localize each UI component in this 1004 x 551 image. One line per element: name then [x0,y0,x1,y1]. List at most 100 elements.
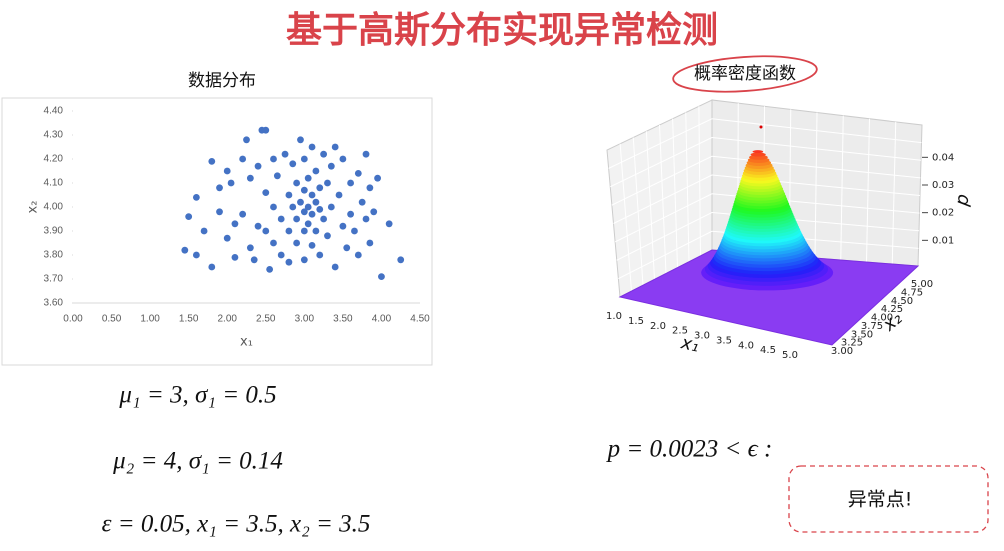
point [366,184,374,192]
z-tick-label: 0.02 [932,208,954,219]
point [293,215,301,223]
p-formula: p = 0.0023 < ϵ : [606,436,773,463]
formula: μ₂ = 4, σ₁ = 0.14 [112,448,283,475]
point [223,167,231,175]
pane-grid [711,118,922,144]
formula: ε = 0.05, x₁ = 3.5, x₂ = 3.5 [102,511,371,538]
point [254,222,262,230]
x-tick-label: 1.5 [628,316,644,327]
point [208,263,216,271]
point [300,186,308,194]
point [185,213,193,221]
pane-grid [611,155,713,206]
y-tick-label: 3.75 [861,321,883,332]
point [266,266,274,273]
point [208,158,216,165]
point [289,203,297,211]
point [343,244,351,252]
point [354,170,362,177]
point [262,227,270,235]
y-tick-label: 3.50 [851,329,873,340]
anomaly-dot [759,125,763,129]
x-tick-label: 4.0 [738,340,754,351]
y-tick-label: 4.40 [44,106,64,117]
point [192,251,200,259]
x-tick-label: 0.50 [102,314,122,325]
x-tick-label: 4.5 [760,345,776,356]
point [374,174,381,182]
point [331,143,339,151]
point [231,254,239,261]
point [270,203,277,211]
point [331,263,339,271]
point [239,210,247,218]
point [223,234,231,242]
scatter-title: 数据分布 [188,71,256,91]
point [293,239,301,247]
y-tick-label: 4.50 [891,296,913,307]
point [216,208,223,216]
point [277,251,285,259]
point [339,222,347,230]
callout-box [788,465,989,533]
point [351,227,358,235]
point [239,155,247,163]
point [316,251,324,259]
pane-grid [613,174,713,224]
point [308,191,316,199]
x-tick-label: 2.00 [217,314,237,325]
x-tick-label: 1.00 [140,314,160,325]
point [262,189,270,197]
point [304,174,312,182]
formula: μ₁ = 3, σ₁ = 0.5 [118,382,276,409]
y-tick-label: 4.10 [44,178,64,189]
point [366,239,374,247]
y-tick-label: 4.00 [871,313,893,324]
z-tick-label: 0.04 [932,152,954,163]
point [300,227,308,235]
point [300,155,308,163]
point [324,179,331,187]
y-tick-label: 3.60 [44,298,64,309]
point [293,179,301,187]
point [273,172,281,180]
point [362,215,370,223]
point [262,126,270,134]
pane-grid [711,137,922,161]
point [327,203,335,211]
x-tick-label: 5.0 [782,350,798,361]
point [312,227,320,235]
point [397,256,405,264]
point [254,162,262,170]
y-tick-label: 4.20 [44,154,64,165]
y-tick-label: 3.80 [44,250,64,261]
y-tick-label: 4.30 [44,130,64,141]
point [281,150,289,158]
point [250,256,258,264]
point [227,179,235,187]
point [192,194,200,201]
point [385,220,393,228]
point [358,198,366,206]
point [246,174,254,182]
x-axis-label: x₁ [678,332,701,356]
z-tick-label: 0.03 [932,180,954,191]
point [327,162,335,170]
y-axis-label: x₂ [26,201,41,214]
x-tick-label: 3.00 [295,314,315,325]
point [181,246,189,254]
slide-title: 基于高斯分布实现异常检测 [286,10,718,51]
y-tick-label: 3.90 [44,226,64,237]
point [308,242,316,249]
point [300,256,308,264]
pane-grid [891,121,897,265]
point [335,191,343,199]
y-tick-label: 5.00 [911,279,933,290]
scatter-frame [1,97,433,366]
point [378,273,385,280]
point [270,239,277,247]
surface-band [752,150,764,154]
x-tick-label: 1.0 [606,311,622,322]
y-tick-label: 4.75 [901,287,923,298]
